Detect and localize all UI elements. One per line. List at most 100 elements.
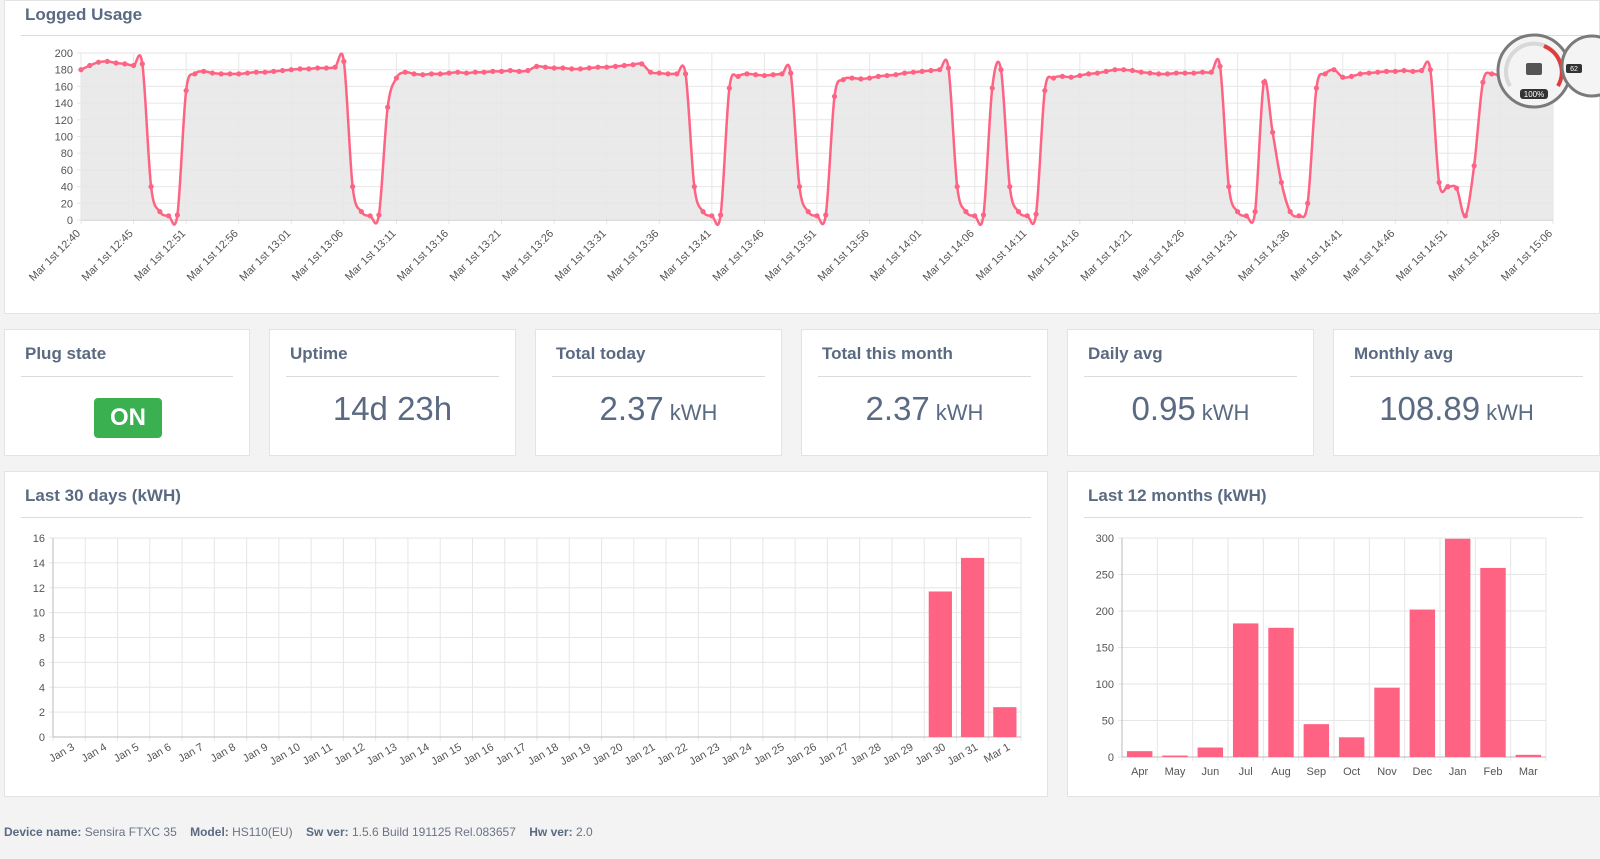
days-x-tick: Jan 3 [47,741,76,765]
usage-x-tick: Mar 1st 13:36 [605,228,661,284]
days-x-tick: Jan 17 [494,741,529,768]
days-x-tick: Jan 16 [461,741,496,768]
days-bar [960,557,985,737]
daily-avg-value-row: 0.95 kWH [1068,390,1313,428]
months-x-tick: Oct [1343,766,1360,778]
usage-point [1313,85,1320,91]
last-30-days-title: Last 30 days (kWH) [25,486,181,505]
usage-point [1454,185,1460,191]
usage-point [1357,71,1363,77]
hw-ver-value: 2.0 [575,825,593,839]
usage-y-tick: 200 [55,48,73,60]
months-bar [1303,724,1330,757]
days-x-tick: Jan 30 [913,741,948,768]
months-bar [1126,751,1153,757]
total-today-unit: kWH [669,400,718,425]
days-x-tick: Mar 1 [982,741,1012,765]
usage-point [455,69,461,75]
usage-point [1375,69,1381,75]
months-y-tick: 150 [1096,643,1114,655]
usage-point [726,85,732,91]
days-x-tick: Jan 24 [720,741,755,768]
usage-point [253,69,259,75]
usage-y-tick: 140 [55,98,73,110]
device-name-value: Sensira FTXC 35 [84,825,177,839]
usage-point [1445,184,1451,190]
plug-state-label: Plug state [25,344,107,363]
months-x-tick: May [1165,766,1186,778]
usage-point [393,75,400,81]
usage-point [1261,79,1267,85]
usage-point [306,66,312,72]
usage-point [130,62,137,69]
last-12-months-rule [1084,517,1583,518]
system-monitor-widget[interactable]: 100% 62 [1496,26,1600,116]
usage-point [735,73,741,79]
daily-avg-unit: kWH [1201,400,1250,425]
usage-point [910,69,916,75]
months-y-tick: 50 [1102,716,1114,728]
usage-point [569,66,575,72]
usage-point [963,209,969,215]
usage-point [174,212,180,218]
usage-point [875,73,881,79]
usage-point [586,65,592,71]
usage-point [1331,67,1337,73]
usage-x-tick: Mar 1st 14:01 [868,228,924,284]
months-y-tick: 100 [1096,679,1114,691]
months-x-tick: Nov [1377,766,1397,778]
sw-ver-value: 1.5.6 Build 191125 Rel.083657 [351,825,516,839]
usage-point [183,87,189,94]
months-bar [1162,755,1188,757]
usage-x-tick: Mar 1st 13:21 [448,228,504,284]
monthly-avg-unit: kWH [1486,400,1534,425]
usage-point [78,67,84,73]
months-x-tick: Jan [1449,766,1467,778]
usage-point [1199,69,1206,75]
usage-point [1427,67,1433,73]
total-month-value: 2.37 [865,390,930,427]
usage-point [665,71,671,77]
usage-point [139,61,145,67]
days-y-tick: 12 [33,583,45,595]
days-x-tick: Jan 22 [655,741,690,768]
usage-point [209,70,216,76]
usage-x-tick: Mar 1st 15:06 [1499,228,1555,284]
logged-usage-panel: Logged Usage 0 20 40 60 80 100 120 140 160 180 200… [4,0,1600,314]
uptime-rule [286,376,499,377]
monthly-avg-label: Monthly avg [1354,344,1454,363]
usage-x-tick: Mar 1st 14:56 [1447,228,1503,284]
plug-on-toggle[interactable]: ON [94,398,162,438]
days-x-tick: Jan 23 [687,741,722,768]
months-x-tick: Aug [1271,766,1291,778]
second-gauge-label: 62 [1570,66,1578,73]
usage-point [1471,163,1477,169]
usage-point [744,71,750,77]
usage-x-tick: Mar 1st 14:41 [1289,228,1345,284]
days-y-tick: 10 [33,608,45,620]
usage-point [1007,184,1013,190]
months-bar [1374,687,1400,757]
days-x-tick: Jan 9 [241,741,270,765]
usage-point [595,64,601,70]
usage-point [656,70,662,76]
usage-point [534,63,540,69]
usage-point [1410,68,1416,74]
days-x-tick: Jan 20 [591,741,626,768]
days-x-tick: Jan 28 [849,741,884,768]
months-bar [1338,737,1365,757]
days-y-tick: 6 [39,657,45,669]
usage-point [279,67,286,74]
usage-point [1489,71,1495,77]
daily-avg-card: Daily avg 0.95 kWH [1067,329,1314,456]
days-bar [928,591,952,737]
total-month-rule [818,376,1031,377]
daily-avg-label: Daily avg [1088,344,1163,363]
usage-point [1322,71,1328,77]
usage-x-tick: Mar 1st 13:41 [658,228,714,284]
usage-point [831,93,838,100]
usage-x-tick: Mar 1st 14:06 [921,228,977,284]
model-label: Model: [190,825,229,839]
usage-point [1077,72,1083,79]
